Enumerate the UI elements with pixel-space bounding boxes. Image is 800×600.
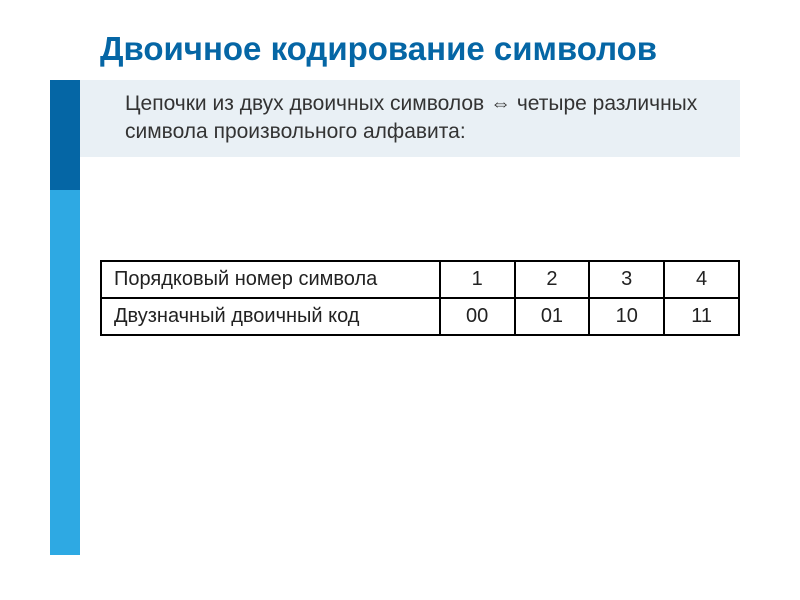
table-row: Порядковый номер символа 1 2 3 4 — [101, 261, 739, 298]
cell-value: 1 — [440, 261, 515, 298]
page-title: Двоичное кодирование символов — [100, 30, 657, 68]
cell-value: 10 — [589, 298, 664, 335]
cell-value: 4 — [664, 261, 739, 298]
sidebar-accent-dark — [50, 80, 80, 190]
subtitle-box: Цепочки из двух двоичных символов ⇔ четы… — [80, 80, 740, 157]
table-row: Двузначный двоичный код 00 01 10 11 — [101, 298, 739, 335]
row-label: Порядковый номер символа — [101, 261, 440, 298]
cell-value: 3 — [589, 261, 664, 298]
cell-value: 00 — [440, 298, 515, 335]
row-label: Двузначный двоичный код — [101, 298, 440, 335]
cell-value: 01 — [515, 298, 590, 335]
cell-value: 11 — [664, 298, 739, 335]
binary-code-table: Порядковый номер символа 1 2 3 4 Двузнач… — [100, 260, 740, 336]
cell-value: 2 — [515, 261, 590, 298]
sidebar-accent-light — [50, 190, 80, 555]
